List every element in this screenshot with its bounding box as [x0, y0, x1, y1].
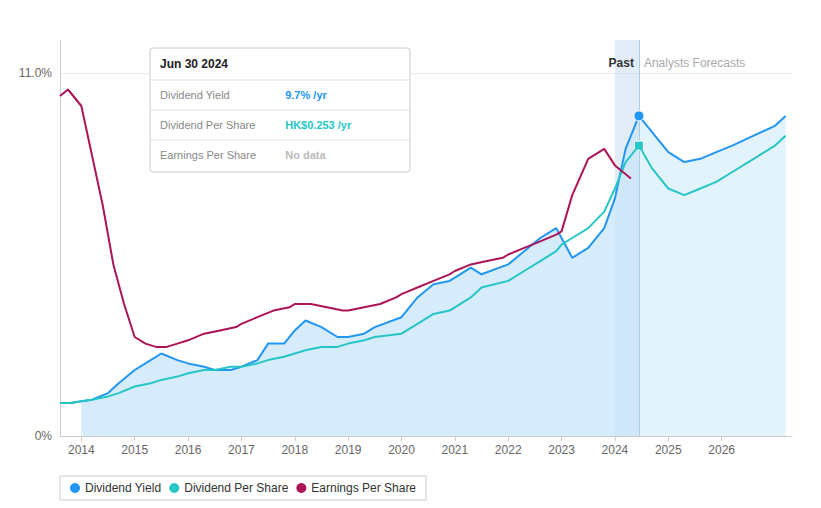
- svg-text:2022: 2022: [495, 443, 522, 457]
- svg-text:2024: 2024: [602, 443, 629, 457]
- svg-text:2026: 2026: [708, 443, 735, 457]
- svg-text:Earnings Per Share: Earnings Per Share: [160, 149, 256, 161]
- svg-text:2023: 2023: [548, 443, 575, 457]
- svg-text:2019: 2019: [335, 443, 362, 457]
- svg-text:11.0%: 11.0%: [19, 66, 52, 80]
- svg-text:2018: 2018: [281, 443, 308, 457]
- svg-text:Dividend Per Share: Dividend Per Share: [160, 119, 255, 131]
- svg-text:Dividend Yield: Dividend Yield: [85, 481, 161, 495]
- svg-text:Dividend Yield: Dividend Yield: [160, 89, 230, 101]
- svg-text:9.7% /yr: 9.7% /yr: [285, 89, 327, 101]
- svg-text:HK$0.253 /yr: HK$0.253 /yr: [285, 119, 352, 131]
- svg-text:2021: 2021: [441, 443, 468, 457]
- svg-text:2014: 2014: [68, 443, 95, 457]
- svg-text:0%: 0%: [35, 429, 53, 443]
- svg-text:Analysts Forecasts: Analysts Forecasts: [644, 56, 745, 70]
- svg-text:2017: 2017: [228, 443, 255, 457]
- svg-text:Earnings Per Share: Earnings Per Share: [311, 481, 416, 495]
- svg-text:2025: 2025: [655, 443, 682, 457]
- svg-text:Past: Past: [609, 56, 634, 70]
- svg-text:Dividend Per Share: Dividend Per Share: [184, 481, 288, 495]
- svg-text:No data: No data: [285, 149, 326, 161]
- svg-text:2020: 2020: [388, 443, 415, 457]
- svg-text:2016: 2016: [175, 443, 202, 457]
- svg-text:Jun 30 2024: Jun 30 2024: [160, 57, 228, 71]
- svg-text:2015: 2015: [121, 443, 148, 457]
